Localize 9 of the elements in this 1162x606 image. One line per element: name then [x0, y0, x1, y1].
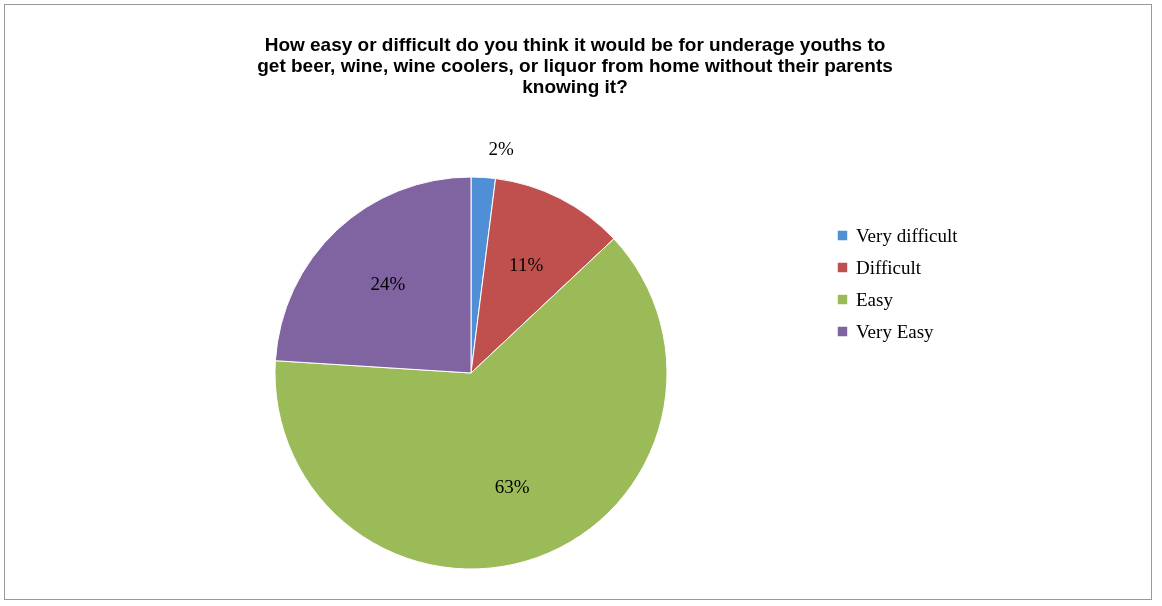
data-label: 63% [494, 476, 530, 498]
legend-label: Very Easy [856, 320, 935, 342]
chart-title: How easy or difficult do you think it would be for underage youths to get beer, wine, wine coolers, or liquor from home without their parents knowing it? [257, 34, 893, 97]
legend-label: Very difficult [856, 224, 959, 246]
legend-label: Easy [856, 288, 894, 310]
legend-label: Difficult [856, 256, 922, 278]
data-label: 2% [488, 138, 514, 160]
data-label: 24% [370, 273, 406, 295]
data-label: 11% [509, 253, 544, 275]
